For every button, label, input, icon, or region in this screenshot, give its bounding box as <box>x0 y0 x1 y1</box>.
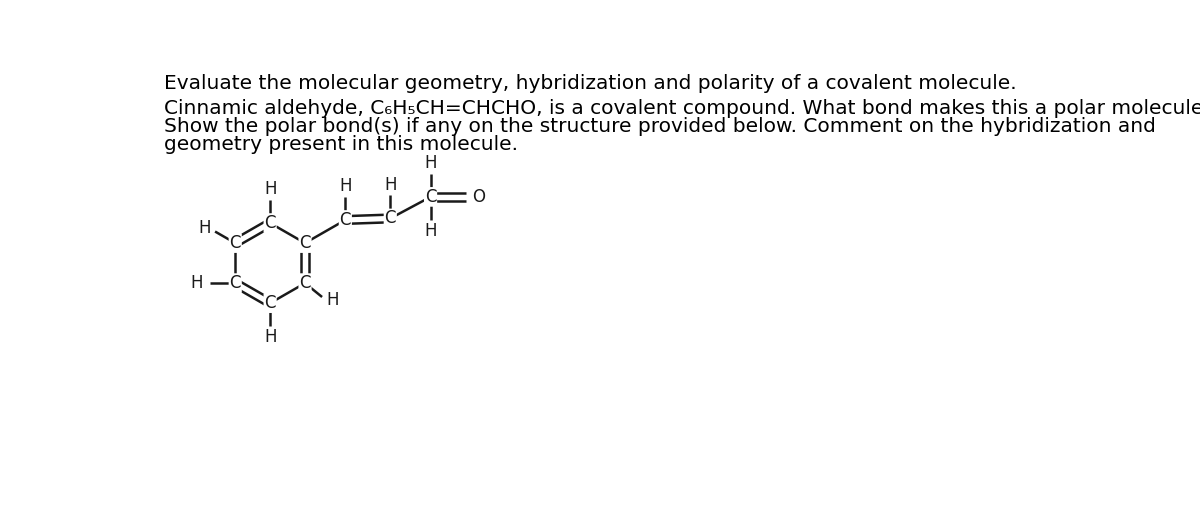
Text: Evaluate the molecular geometry, hybridization and polarity of a covalent molecu: Evaluate the molecular geometry, hybridi… <box>164 74 1016 93</box>
Text: H: H <box>425 154 437 172</box>
Text: H: H <box>264 180 276 198</box>
Text: C: C <box>264 294 276 312</box>
Text: O: O <box>472 188 485 206</box>
Text: H: H <box>326 291 340 309</box>
Text: C: C <box>299 274 311 292</box>
Text: H: H <box>264 328 276 346</box>
Text: C: C <box>299 234 311 252</box>
Text: H: H <box>198 220 210 237</box>
Text: C: C <box>264 214 276 232</box>
Text: C: C <box>229 274 241 292</box>
Text: C: C <box>229 234 241 252</box>
Text: Cinnamic aldehyde, C₆H₅CH=CHCHO, is a covalent compound. What bond makes this a : Cinnamic aldehyde, C₆H₅CH=CHCHO, is a co… <box>164 99 1200 118</box>
Text: H: H <box>191 274 203 292</box>
Text: C: C <box>425 188 437 206</box>
Text: Show the polar bond(s) if any on the structure provided below. Comment on the hy: Show the polar bond(s) if any on the str… <box>164 117 1156 136</box>
Text: C: C <box>340 211 352 229</box>
Text: H: H <box>384 176 396 193</box>
Text: H: H <box>340 177 352 195</box>
Text: C: C <box>384 210 396 227</box>
Text: geometry present in this molecule.: geometry present in this molecule. <box>164 134 518 154</box>
Text: H: H <box>425 222 437 240</box>
